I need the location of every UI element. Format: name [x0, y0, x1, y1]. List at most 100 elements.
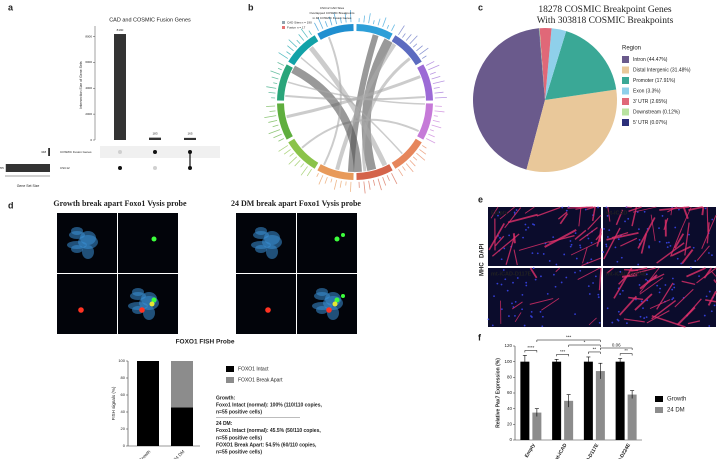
stain-label: MHC: [480, 262, 486, 276]
track-tick: [428, 64, 440, 71]
myotube: [524, 206, 535, 214]
nucleus-blob: [255, 245, 267, 253]
myotube: [505, 235, 516, 266]
myotube: [682, 206, 689, 220]
track-tick: [434, 91, 444, 94]
ideogram: [317, 164, 354, 180]
track-tick: [271, 76, 279, 80]
ideogram: [356, 24, 393, 40]
matrix-dot: [153, 166, 157, 170]
track-tick: [412, 43, 418, 48]
myotube: [632, 206, 657, 213]
bar: [615, 361, 625, 440]
nucleus: [514, 314, 516, 317]
nucleus: [499, 236, 501, 239]
myotube: [637, 217, 656, 249]
track-tick: [431, 124, 442, 129]
merged-signal: [149, 301, 155, 307]
myotube: [591, 206, 596, 222]
nucleus-blob: [316, 306, 328, 314]
legend-swatch: [622, 87, 629, 95]
green-signal: [341, 233, 345, 237]
nucleus: [563, 253, 566, 256]
y-axis-label: FISH signals (%): [111, 386, 116, 420]
track-tick: [391, 24, 396, 31]
bar-segment: [171, 407, 193, 446]
nucleus: [587, 237, 590, 240]
nucleus: [513, 211, 516, 214]
nucleus: [676, 257, 679, 260]
nucleus: [569, 245, 572, 248]
track-tick: [419, 47, 429, 55]
nucleus: [590, 258, 593, 261]
nucleus: [574, 313, 576, 316]
micrograph: [488, 268, 601, 327]
circos-title: CSC12 CAD Sites: [320, 6, 345, 10]
nucleus: [503, 247, 506, 250]
myotube: [587, 214, 602, 230]
myotube: [706, 222, 710, 244]
nucleus: [598, 321, 601, 324]
nucleus: [502, 269, 505, 271]
nucleus: [531, 252, 534, 255]
nucleus: [539, 310, 542, 313]
track-tick: [288, 39, 298, 48]
track-tick: [372, 179, 376, 186]
nucleus: [560, 281, 563, 284]
track-tick: [333, 12, 338, 25]
nucleus: [667, 241, 670, 244]
significance-label: ***: [560, 349, 566, 354]
data-label: 8190: [117, 28, 124, 32]
track-tick: [273, 133, 282, 139]
y-tick-label: 100: [118, 358, 125, 363]
nucleus: [606, 214, 609, 217]
track-tick: [405, 163, 414, 173]
nucleus: [541, 325, 544, 328]
legend-swatch: [226, 366, 234, 372]
track-tick: [273, 82, 278, 85]
myotube: [548, 234, 575, 243]
chart-title: 18278 COSMIC Breakpoint Genes: [538, 5, 672, 15]
nucleus: [602, 251, 605, 253]
myotube: [685, 298, 702, 317]
track-tick: [344, 13, 347, 23]
nucleus: [516, 277, 519, 279]
pie-slice: [539, 27, 552, 100]
track-tick: [287, 45, 294, 52]
nucleus: [656, 284, 659, 287]
ideogram: [417, 64, 433, 101]
myotube: [507, 213, 538, 224]
nucleus: [498, 211, 501, 214]
track-tick: [432, 80, 445, 85]
micrograph: [603, 268, 716, 327]
panel-letter: f: [478, 332, 482, 342]
myotube: [490, 206, 499, 219]
chord: [361, 57, 411, 172]
track-tick: [288, 156, 298, 165]
track-tick: [296, 39, 301, 45]
track-tick: [324, 176, 328, 184]
myotube: [559, 213, 569, 225]
myotube: [684, 222, 690, 256]
myotube: [544, 228, 577, 248]
myotube: [631, 206, 638, 227]
nucleus: [645, 316, 648, 319]
nucleus: [531, 316, 533, 318]
nucleus: [605, 243, 608, 246]
nucleus: [638, 284, 641, 286]
nucleus: [508, 315, 510, 317]
nucleus: [642, 307, 644, 310]
nucleus: [619, 293, 621, 295]
track-tick: [272, 124, 279, 128]
nucleus: [548, 260, 551, 262]
bar: [564, 400, 574, 440]
stain-label: DAPI: [480, 243, 486, 258]
nucleus: [638, 238, 641, 241]
nucleus: [579, 269, 582, 272]
circos-title: Overlapped COSMIC Breakpoints: [309, 11, 355, 15]
nucleus: [619, 270, 622, 273]
nucleus: [565, 276, 568, 279]
track-tick: [300, 28, 308, 38]
track-tick: [405, 34, 412, 41]
myotube: [578, 206, 582, 227]
